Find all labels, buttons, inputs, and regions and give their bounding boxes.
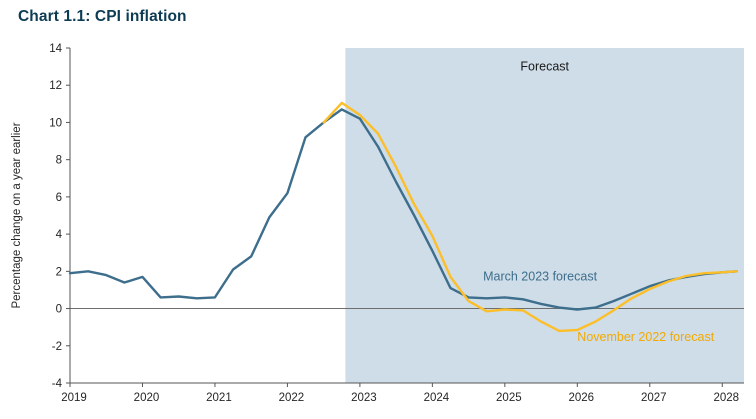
x-tick-label: 2022 — [279, 392, 305, 404]
y-tick-label: 8 — [56, 155, 62, 167]
y-tick-label: 6 — [56, 192, 62, 204]
x-tick-label: 2027 — [641, 392, 667, 404]
x-tick-label: 2028 — [713, 392, 739, 404]
y-tick-label: 14 — [49, 43, 62, 55]
x-tick-label: 2019 — [61, 392, 87, 404]
y-tick-label: 12 — [49, 80, 62, 92]
y-tick-label: 4 — [56, 229, 63, 241]
series-line-march-2023-forecast — [68, 108, 738, 311]
x-tick-label: 2021 — [206, 392, 232, 404]
x-tick-label: 2026 — [569, 392, 595, 404]
y-tick-label: 2 — [56, 266, 62, 278]
forecast-region — [345, 48, 744, 383]
x-tick-label: 2023 — [351, 392, 377, 404]
annotation-march-2023-forecast: March 2023 forecast — [483, 270, 597, 284]
y-axis-title: Percentage change on a year earlier — [11, 122, 23, 308]
annotation-forecast: Forecast — [520, 59, 569, 73]
y-tick-label: 0 — [56, 304, 62, 316]
x-tick-label: 2020 — [134, 392, 160, 404]
x-tick-label: 2025 — [496, 392, 522, 404]
x-tick-label: 2024 — [424, 392, 450, 404]
y-tick-label: 10 — [49, 117, 62, 129]
chart-title: Chart 1.1: CPI inflation — [18, 8, 187, 25]
series-line-november-2022-forecast — [322, 101, 738, 333]
y-tick-label: -4 — [52, 378, 63, 390]
y-tick-label: -2 — [52, 341, 62, 353]
annotation-november-2022-forecast: November 2022 forecast — [577, 330, 714, 344]
